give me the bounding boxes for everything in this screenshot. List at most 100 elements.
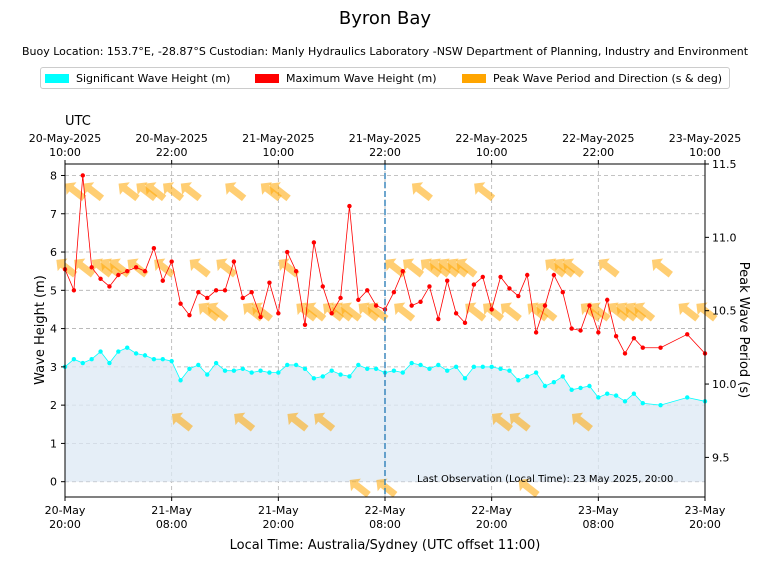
period-direction-arrow [394,302,416,322]
maximum-wave-point [453,311,459,316]
significant-wave-point [587,383,592,389]
arrow-shape [234,412,256,432]
maximum-wave-point [685,332,690,337]
significant-wave-point [71,357,77,362]
maximum-wave-point [258,314,263,320]
arrow-shape [225,182,247,202]
significant-wave-point [142,353,148,358]
significant-wave-point [525,374,530,379]
arrow-shape [394,302,416,322]
x-tick-label-time: 20:00 [476,518,508,531]
arrow-shape [216,258,238,278]
significant-wave-point [418,362,423,368]
maximum-wave-point [525,272,530,278]
significant-wave-point [507,368,512,373]
period-direction-arrow [180,182,202,202]
maximum-wave-point [533,330,539,335]
significant-wave-point [213,360,219,366]
maximum-wave-point [640,345,645,350]
arrow-shape [518,478,540,498]
period-direction-arrow [500,302,522,322]
arrow-shape [634,302,656,322]
legend: Significant Wave Height (m) Maximum Wave… [40,67,730,89]
significant-wave-point [542,383,548,389]
significant-wave-point [133,351,139,356]
x-tick-label-time: 08:00 [156,518,188,531]
maximum-wave-point [471,282,477,287]
legend-label: Significant Wave Height (m) [76,71,231,85]
y-tick-label: 8 [50,169,57,182]
significant-wave-point [285,362,290,368]
legend-swatch-red [255,73,279,83]
utc-tick-label-time: 10:00 [262,146,294,159]
x-tick-label-date: 21-May [258,504,299,517]
significant-wave-point [151,357,157,362]
maximum-wave-point [231,259,237,264]
maximum-wave-point [578,328,583,333]
period-direction-arrow [509,412,531,432]
maximum-wave-point [151,246,157,251]
significant-wave-fill [65,347,705,482]
arrow-shape [171,412,193,432]
significant-wave-point [169,358,174,364]
arrow-shape [536,302,558,322]
legend-item-significant-wave-height: Significant Wave Height (m) [45,71,230,85]
period-direction-arrow [571,412,593,432]
last-observation-note: Last Observation (Local Time): 23 May 20… [417,474,673,485]
significant-wave-area [65,347,705,482]
maximum-wave-point [311,240,317,245]
utc-tick-label-time: 22:00 [369,146,401,159]
period-direction-arrow [385,258,407,278]
significant-wave-point [320,374,325,379]
utc-tick-label-date: 20-May-2025 [29,132,101,145]
arrow-shape [74,258,96,278]
significant-wave-point [578,385,583,391]
maximum-wave-point [240,295,245,301]
utc-tick-label-date: 23-May-2025 [669,132,741,145]
period-direction-arrow [314,412,336,432]
maximum-wave-point [373,303,379,308]
arrow-shape [154,258,176,278]
maximum-wave-point [569,326,574,331]
period-direction-arrow [287,412,309,432]
maximum-wave-point [498,274,503,280]
significant-wave-point [178,378,183,383]
period-direction-arrow [269,182,291,202]
x-tick-label-time: 08:00 [582,518,614,531]
significant-wave-point [276,370,281,375]
arrow-shape [82,182,105,202]
arrow-shape [465,302,487,322]
y2-tick-label: 10.0 [712,378,737,391]
maximum-wave-point [622,351,628,356]
significant-wave-point [569,387,574,393]
peak-period-arrows [56,182,718,498]
arrow-shape [189,258,211,278]
arrow-shape [287,412,309,432]
significant-wave-point [516,378,521,383]
arrow-shape [562,258,585,278]
maximum-wave-point [365,288,370,293]
maximum-wave-point [320,284,325,289]
arrow-shape [207,302,229,322]
significant-wave-point [613,393,619,398]
arrow-shape [305,302,327,322]
y-tick-label: 5 [50,284,57,297]
utc-axis-label: UTC [65,114,91,129]
maximum-wave-point [276,311,281,316]
arrow-shape [474,182,496,202]
significant-wave-point [445,368,450,373]
significant-wave-point [329,368,334,373]
maximum-wave-point [89,265,94,270]
arrow-shape [456,258,478,278]
y-tick-label: 2 [50,399,57,412]
period-direction-arrow [278,258,300,278]
maximum-wave-point [125,268,130,274]
maximum-wave-point [587,303,592,308]
arrow-shape [180,182,202,202]
significant-wave-point [631,391,637,396]
period-direction-arrow [491,412,513,432]
y-tick-label: 1 [50,437,57,450]
maximum-wave-point [142,268,148,274]
y2-tick-label: 9.5 [712,451,730,464]
significant-wave-point [302,366,308,371]
